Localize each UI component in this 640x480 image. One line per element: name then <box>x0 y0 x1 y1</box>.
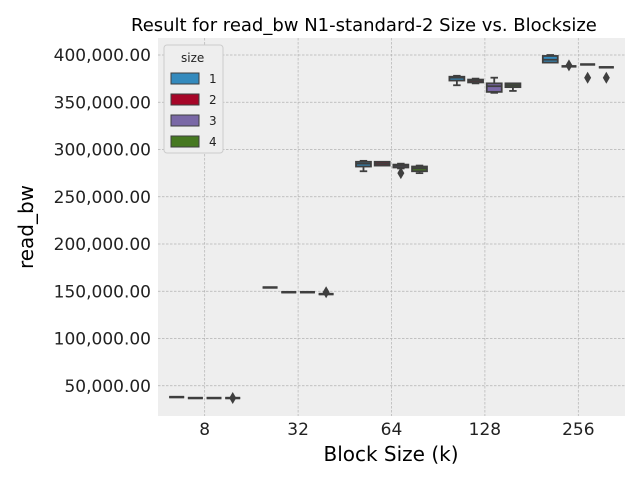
box-body <box>448 75 466 82</box>
y-tick-labels: 50,000.00 100,000.00 150,000.00 200,000.00 2… <box>54 46 151 397</box>
box-3-128 <box>485 76 503 94</box>
x-tick-label: 256 <box>562 420 594 440</box>
legend-label: 4 <box>209 135 217 149</box>
y-tick-label: 350,000.00 <box>54 93 151 113</box>
box-4-256 <box>598 66 614 84</box>
box-3-256 <box>580 63 596 84</box>
y-tick-label: 50,000.00 <box>64 377 151 397</box>
box-1-256 <box>541 54 559 64</box>
x-tick-labels: 8 32 64 128 256 <box>199 420 594 440</box>
x-tick-label: 8 <box>199 420 210 440</box>
y-axis-title: read_bw <box>14 185 38 269</box>
box-elements <box>169 54 614 405</box>
y-tick-label: 100,000.00 <box>54 330 151 350</box>
box-body <box>485 82 503 93</box>
box-1-128 <box>448 74 466 87</box>
y-tick-label: 150,000.00 <box>54 282 151 302</box>
x-tick-label: 64 <box>381 420 403 440</box>
box-3-64 <box>392 162 410 180</box>
box-2-64 <box>373 160 391 167</box>
outlier-point <box>602 71 610 84</box>
y-tick-label: 300,000.00 <box>54 141 151 161</box>
legend-swatch <box>170 114 200 127</box>
y-tick-label: 400,000.00 <box>54 46 151 66</box>
box-2-256 <box>561 59 577 72</box>
y-tick-label: 200,000.00 <box>54 235 151 255</box>
box-4-64 <box>411 164 428 175</box>
box-1-64 <box>355 159 372 173</box>
box-4-128 <box>504 82 522 92</box>
outlier-point <box>229 392 237 405</box>
legend-label: 3 <box>209 114 217 128</box>
outlier-point <box>565 59 573 72</box>
outlier-point <box>322 286 330 299</box>
y-tick-label: 250,000.00 <box>54 188 151 208</box>
box-4-32 <box>318 286 334 299</box>
x-axis-title: Block Size (k) <box>323 442 458 466</box>
legend-label: 1 <box>209 72 217 86</box>
legend-swatch <box>170 72 200 85</box>
legend: size 1 2 3 4 <box>163 44 224 154</box>
legend-items: 1 2 3 4 <box>170 72 217 149</box>
legend-swatch <box>170 93 200 106</box>
legend-swatch <box>170 135 200 148</box>
legend-title: size <box>181 51 204 65</box>
box-4-8 <box>225 392 241 405</box>
outlier-point <box>584 71 592 84</box>
x-tick-label: 128 <box>469 420 501 440</box>
x-tick-label: 32 <box>287 420 309 440</box>
outlier-point <box>397 167 405 180</box>
box-2-128 <box>467 77 484 85</box>
legend-label: 2 <box>209 93 217 107</box>
gridlines <box>158 38 625 416</box>
chart-title: Result for read_bw N1-standard-2 Size vs… <box>131 15 597 36</box>
